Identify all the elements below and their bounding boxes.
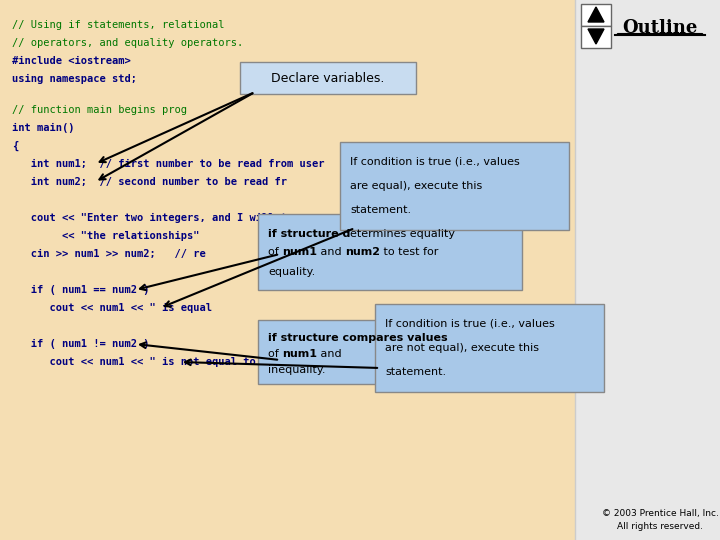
Text: to test for: to test for bbox=[380, 247, 438, 257]
Text: cin >> num1 >> num2;   // re: cin >> num1 >> num2; // re bbox=[12, 249, 206, 259]
Text: // operators, and equality operators.: // operators, and equality operators. bbox=[12, 38, 243, 48]
Bar bbox=[575, 0, 720, 540]
FancyBboxPatch shape bbox=[581, 26, 611, 48]
Text: // function main begins prog: // function main begins prog bbox=[12, 105, 187, 115]
Text: and: and bbox=[318, 247, 346, 257]
Text: If condition is true (i.e., values: If condition is true (i.e., values bbox=[385, 319, 554, 329]
Text: // Using if statements, relational: // Using if statements, relational bbox=[12, 20, 225, 30]
Text: int main(): int main() bbox=[12, 123, 74, 133]
Text: cout << "Enter two integers, and I will t: cout << "Enter two integers, and I will … bbox=[12, 213, 287, 223]
Text: num2: num2 bbox=[346, 247, 380, 257]
Text: statement.: statement. bbox=[350, 205, 411, 215]
Text: num1: num1 bbox=[282, 247, 318, 257]
Text: cout << num1 << " is equal: cout << num1 << " is equal bbox=[12, 303, 212, 313]
Text: #include <iostream>: #include <iostream> bbox=[12, 56, 131, 66]
Text: of: of bbox=[268, 247, 282, 257]
Text: are not equal), execute this: are not equal), execute this bbox=[385, 343, 539, 353]
Text: << "the relationships": << "the relationships" bbox=[12, 231, 199, 241]
Polygon shape bbox=[588, 7, 604, 22]
Text: If condition is true (i.e., values: If condition is true (i.e., values bbox=[350, 157, 520, 167]
Text: cout << num1 << " is not equal to " << num2 << endl;: cout << num1 << " is not equal to " << n… bbox=[12, 357, 374, 367]
Text: of: of bbox=[268, 349, 282, 359]
FancyBboxPatch shape bbox=[375, 304, 604, 392]
Polygon shape bbox=[588, 29, 604, 44]
FancyBboxPatch shape bbox=[240, 62, 416, 94]
Text: etermines equality: etermines equality bbox=[351, 229, 455, 239]
FancyBboxPatch shape bbox=[340, 142, 569, 230]
Text: num1: num1 bbox=[282, 349, 318, 359]
Text: if ( num1 != num2 ): if ( num1 != num2 ) bbox=[12, 339, 150, 349]
FancyBboxPatch shape bbox=[258, 320, 522, 384]
FancyBboxPatch shape bbox=[581, 4, 611, 26]
Text: statement.: statement. bbox=[385, 367, 446, 377]
Text: equality.: equality. bbox=[268, 267, 315, 277]
Text: are equal), execute this: are equal), execute this bbox=[350, 181, 482, 191]
Text: inequality.: inequality. bbox=[268, 365, 325, 375]
Text: int num2;  // second number to be read fr: int num2; // second number to be read fr bbox=[12, 177, 287, 187]
Text: {: { bbox=[12, 141, 18, 151]
Text: if structure compares values: if structure compares values bbox=[268, 333, 448, 343]
Text: Outline: Outline bbox=[622, 19, 698, 37]
Text: Declare variables.: Declare variables. bbox=[271, 71, 384, 84]
Text: int num1;  // first number to be read from user: int num1; // first number to be read fro… bbox=[12, 159, 325, 169]
Text: if structure d: if structure d bbox=[268, 229, 351, 239]
Text: if ( num1 == num2 ): if ( num1 == num2 ) bbox=[12, 285, 150, 295]
Text: and: and bbox=[318, 349, 342, 359]
Bar bbox=[0, 0, 575, 540]
Text: using namespace std;: using namespace std; bbox=[12, 74, 137, 84]
FancyBboxPatch shape bbox=[258, 214, 522, 290]
Text: © 2003 Prentice Hall, Inc.
All rights reserved.: © 2003 Prentice Hall, Inc. All rights re… bbox=[602, 509, 719, 531]
